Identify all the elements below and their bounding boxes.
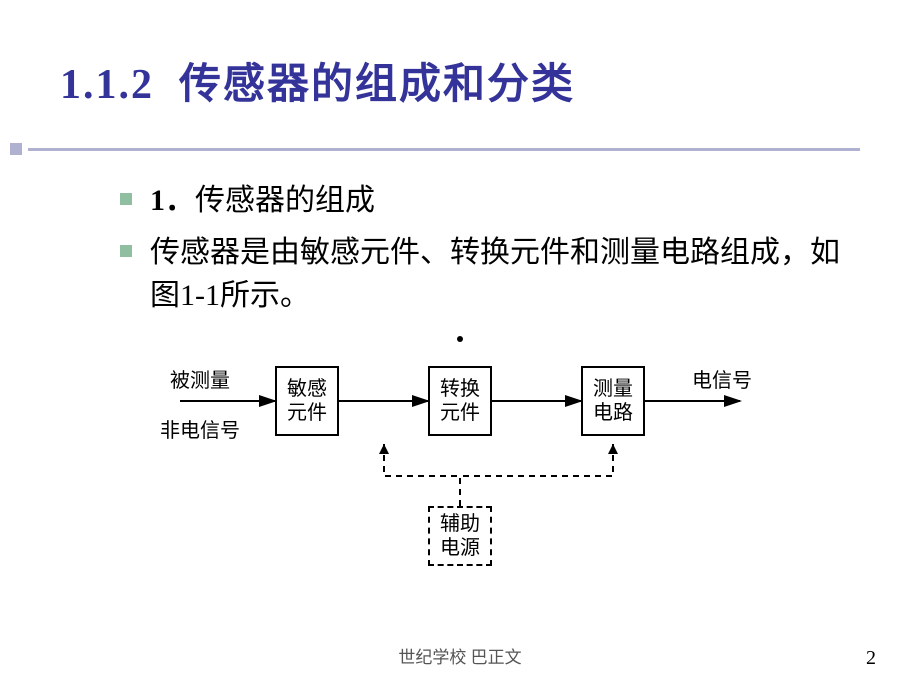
box-sensitive-element: 敏感元件 — [275, 366, 339, 436]
bullet-list: 1．传感器的组成 传感器是由敏感元件、转换元件和测量电路组成，如图1-1所示。 — [120, 179, 860, 318]
bullet-prefix: 1． — [150, 184, 195, 217]
box-aux-power: 辅助电源 — [428, 506, 492, 566]
slide-title: 1.1.2 传感器的组成和分类 — [60, 50, 860, 111]
arrowhead-up-right — [608, 444, 618, 454]
page-number: 2 — [866, 647, 876, 670]
bullet-item: 传感器是由敏感元件、转换元件和测量电路组成，如图1-1所示。 — [120, 231, 860, 318]
bullet-item: 1．传感器的组成 — [120, 179, 860, 223]
decor-square — [10, 143, 22, 155]
box-label: 敏感元件 — [287, 377, 327, 425]
slide: 1.1.2 传感器的组成和分类 1．传感器的组成 传感器是由敏感元件、转换元件和… — [0, 0, 920, 690]
input-label-bottom: 非电信号 — [160, 414, 240, 443]
title-text: 传感器的组成和分类 — [179, 62, 575, 108]
bullet-body: 传感器的组成 — [195, 184, 375, 217]
diagram-container: 被测量 非电信号 电信号 敏感元件 转换元件 测量电路 辅助电源 — [60, 336, 860, 576]
bullet-body: 传感器是由敏感元件、转换元件和测量电路组成，如图1-1所示。 — [150, 236, 840, 313]
dashed-aux-left — [384, 444, 460, 506]
box-measure-circuit: 测量电路 — [581, 366, 645, 436]
title-underline — [10, 143, 860, 155]
bullet-mark-icon — [120, 193, 132, 205]
input-label-top: 被测量 — [170, 364, 230, 393]
bullet-mark-icon — [120, 245, 132, 257]
box-label: 转换元件 — [440, 377, 480, 425]
decor-line — [28, 148, 860, 151]
block-diagram: 被测量 非电信号 电信号 敏感元件 转换元件 测量电路 辅助电源 — [140, 336, 780, 576]
box-label: 测量电路 — [593, 377, 633, 425]
bullet-text: 传感器是由敏感元件、转换元件和测量电路组成，如图1-1所示。 — [150, 231, 860, 318]
output-label: 电信号 — [692, 364, 752, 393]
bullet-text: 1．传感器的组成 — [150, 179, 375, 223]
arrowhead-up-left — [379, 444, 389, 454]
box-conversion-element: 转换元件 — [428, 366, 492, 436]
slide-footer: 世纪学校 巴正文 — [0, 643, 920, 668]
title-number: 1.1.2 — [60, 62, 154, 108]
dashed-aux-right — [460, 444, 613, 506]
box-label: 辅助电源 — [440, 512, 480, 560]
